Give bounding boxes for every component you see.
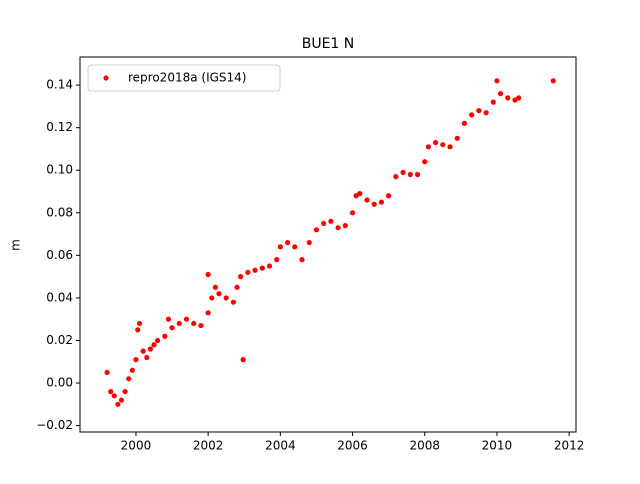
point <box>454 135 460 141</box>
point <box>212 284 218 290</box>
point <box>205 310 211 316</box>
point <box>386 193 392 199</box>
x-tick-label: 2008 <box>409 439 440 453</box>
point <box>476 108 482 114</box>
point <box>240 357 246 363</box>
point <box>292 244 298 250</box>
point <box>364 197 370 203</box>
point <box>252 267 258 273</box>
point <box>176 320 182 327</box>
point <box>136 320 143 327</box>
point <box>183 316 190 322</box>
x-tick-label: 2002 <box>193 439 224 453</box>
point <box>461 120 468 127</box>
point <box>494 78 500 84</box>
point <box>259 265 265 271</box>
point <box>234 284 240 290</box>
point <box>469 112 475 118</box>
point <box>440 142 446 148</box>
point <box>357 191 363 197</box>
point <box>432 139 439 146</box>
point <box>490 99 496 105</box>
point <box>414 171 421 178</box>
point <box>115 401 121 407</box>
point <box>122 388 128 395</box>
point <box>497 91 504 97</box>
legend-label: repro2018a (IGS14) <box>128 71 246 85</box>
point <box>245 269 251 275</box>
point <box>483 110 489 116</box>
point <box>447 144 453 150</box>
point <box>328 218 334 224</box>
point <box>313 227 320 233</box>
axes-frame <box>79 56 577 433</box>
point <box>299 257 305 263</box>
y-tick-label: 0.02 <box>46 333 73 347</box>
point <box>306 239 312 246</box>
y-tick-label: −0.02 <box>36 418 73 432</box>
point <box>284 239 291 246</box>
point <box>274 257 280 263</box>
point <box>216 291 222 297</box>
point <box>198 322 204 329</box>
point <box>393 174 399 180</box>
point <box>425 144 431 150</box>
y-tick-label: 0.10 <box>46 163 73 177</box>
point <box>321 220 327 227</box>
point <box>162 333 168 339</box>
point <box>223 295 229 301</box>
x-tick-label: 2004 <box>265 439 296 453</box>
point <box>209 295 215 301</box>
point <box>144 354 150 361</box>
point <box>335 225 341 231</box>
y-tick-label: 0.00 <box>46 376 73 390</box>
point <box>165 316 172 322</box>
point <box>422 159 428 165</box>
x-tick-label: 2010 <box>482 439 513 453</box>
chart-title: BUE1 N <box>302 36 355 52</box>
point <box>133 357 139 363</box>
point <box>550 78 556 84</box>
point <box>516 95 522 101</box>
point <box>151 342 157 348</box>
y-tick-label: 0.12 <box>46 120 73 134</box>
point <box>104 369 110 376</box>
point <box>191 320 197 327</box>
point <box>155 337 161 344</box>
y-tick-label: 0.06 <box>46 248 73 262</box>
point <box>205 271 211 278</box>
point <box>135 327 141 333</box>
x-tick-label: 2000 <box>121 439 152 453</box>
x-tick-label: 2006 <box>337 439 368 453</box>
point <box>400 169 406 175</box>
point <box>505 95 511 101</box>
legend-box <box>87 64 281 92</box>
point <box>371 201 377 207</box>
point <box>118 397 125 403</box>
point <box>147 346 153 352</box>
point <box>230 299 237 305</box>
point <box>169 325 175 331</box>
point <box>407 171 413 178</box>
point <box>378 199 385 205</box>
point <box>277 244 283 250</box>
x-tick-label: 2012 <box>554 439 585 453</box>
y-tick-label: 0.14 <box>46 78 73 92</box>
point <box>111 393 117 399</box>
point <box>126 376 132 382</box>
point <box>140 348 146 354</box>
y-tick-label: 0.08 <box>46 205 73 219</box>
point <box>266 263 273 269</box>
point <box>238 274 244 280</box>
point <box>349 210 356 216</box>
y-axis-label: m <box>9 239 23 251</box>
point <box>108 388 114 395</box>
y-tick-label: 0.04 <box>46 290 73 304</box>
point <box>129 367 135 373</box>
legend-marker <box>103 75 109 81</box>
point <box>342 222 348 229</box>
